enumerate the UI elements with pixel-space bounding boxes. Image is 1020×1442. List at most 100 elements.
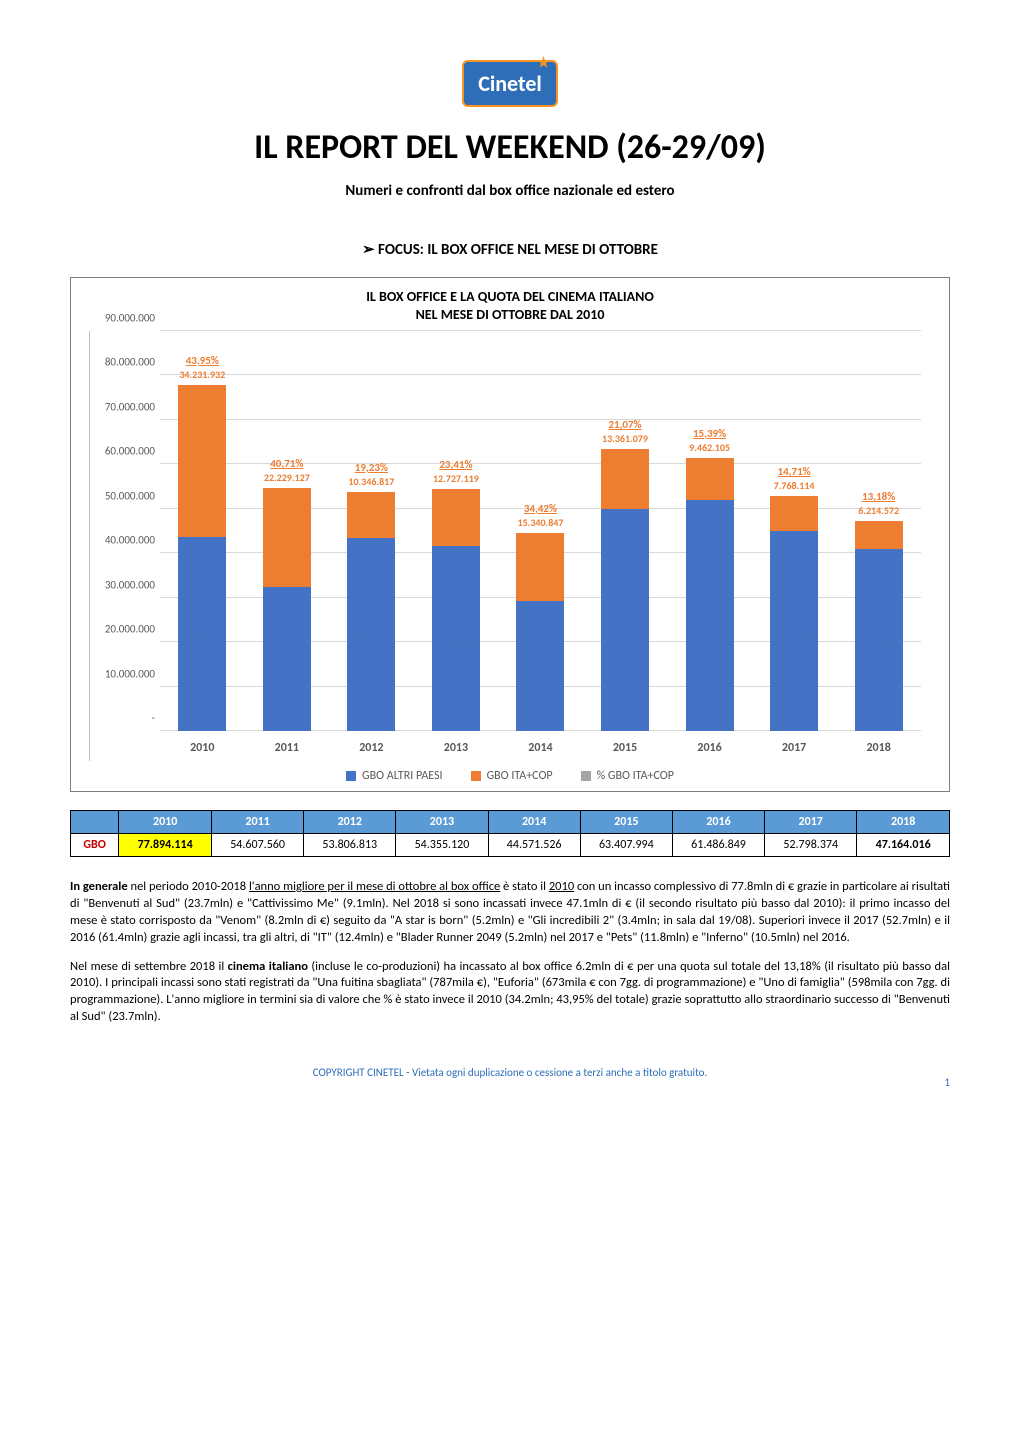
table-cell: 77.894.114: [119, 834, 212, 857]
altri-value-label: 43.459.997: [348, 631, 394, 644]
altri-value-label: 41.628.001: [433, 635, 479, 648]
x-tick-label: 2012: [347, 741, 395, 761]
paragraph-1: In generale nel periodo 2010-2018 l'anno…: [70, 879, 950, 947]
table-header-cell: 2012: [304, 811, 396, 834]
y-tick-label: 40.000.000: [90, 534, 155, 547]
pct-label: 19,23%: [355, 461, 388, 474]
altri-value-label: 43.662.182: [179, 631, 225, 644]
logo-star-icon: ★: [537, 54, 550, 71]
table-cell: 47.164.016: [857, 834, 950, 857]
logo-container: Cinetel ★: [70, 60, 950, 107]
bar-col: 14,71%7.768.114 45.030.260: [770, 331, 818, 731]
table-header-cell: 2016: [672, 811, 764, 834]
y-tick-label: 10.000.000: [90, 667, 155, 680]
legend-item-pct: % GBO ITA+COP: [581, 769, 674, 783]
bar-seg-ita: [601, 449, 649, 508]
chart-bars: 43,95%34.231.93243.662.182 40,71%22.229.1…: [160, 331, 921, 731]
y-tick-label: -: [90, 712, 155, 725]
pct-label: 14,71%: [778, 465, 811, 478]
bar-seg-ita: [770, 496, 818, 531]
table-cell: 54.607.560: [211, 834, 303, 857]
bar-seg-ita: [686, 458, 734, 500]
x-tick-label: 2015: [601, 741, 649, 761]
bar-col: 21,07%13.361.07950.046.915: [601, 331, 649, 731]
legend-swatch-altri: [346, 771, 356, 781]
pct-label: 23,41%: [439, 458, 472, 471]
x-tick-label: 2010: [178, 741, 226, 761]
altri-value-label: 29.230.679: [518, 660, 564, 673]
table-header-cell: 2014: [488, 811, 580, 834]
ita-value-label: 6.214.572: [858, 504, 899, 517]
table-header-cell: 2010: [119, 811, 212, 834]
x-tick-label: 2013: [432, 741, 480, 761]
ita-value-label: 9.462.105: [689, 441, 730, 454]
table-cell: 52.798.374: [765, 834, 857, 857]
chart-plot: 43,95%34.231.93243.662.182 40,71%22.229.1…: [89, 331, 931, 761]
table-row-header: GBO: [71, 834, 119, 857]
ita-value-label: 15.340.847: [518, 516, 564, 529]
footer-copyright: COPYRIGHT CINETEL - Vietata ogni duplica…: [70, 1066, 950, 1079]
ita-value-label: 12.727.119: [433, 472, 479, 485]
x-tick-label: 2011: [263, 741, 311, 761]
gbo-table-head: 201020112012201320142015201620172018: [71, 811, 950, 834]
chart-container: IL BOX OFFICE E LA QUOTA DEL CINEMA ITAL…: [70, 277, 950, 792]
table-cell: 54.355.120: [396, 834, 488, 857]
bar-seg-ita: [516, 533, 564, 601]
bar-col: 43,95%34.231.93243.662.182: [178, 331, 226, 731]
bar-col: 23,41%12.727.119 41.628.001: [432, 331, 480, 731]
altri-value-label: 45.030.260: [771, 628, 817, 641]
bar-col: 34,42%15.340.847 29.230.679: [516, 331, 564, 731]
pct-label: 13,18%: [862, 490, 895, 503]
table-header-cell: 2015: [580, 811, 672, 834]
table-header-cell: 2018: [857, 811, 950, 834]
x-tick-label: 2018: [855, 741, 903, 761]
x-tick-label: 2017: [770, 741, 818, 761]
pct-label: 43,95%: [186, 354, 219, 367]
bar-col: 13,18%6.214.57240.949.444: [855, 331, 903, 731]
bar-col: 40,71%22.229.127 32.378.433: [263, 331, 311, 731]
pct-label: 15,39%: [693, 427, 726, 440]
table-header-cell: 2017: [765, 811, 857, 834]
bar-col: 15,39%9.462.105 52.024.744: [686, 331, 734, 731]
chart-xlabels: 201020112012201320142015201620172018: [160, 735, 921, 761]
bar-seg-ita: [178, 385, 226, 537]
y-tick-label: 70.000.000: [90, 400, 155, 413]
legend-label-altri: GBO ALTRI PAESI: [362, 769, 443, 783]
altri-value-label: 52.024.744: [687, 614, 733, 627]
table-cell: 63.407.994: [580, 834, 672, 857]
pct-label: 21,07%: [608, 418, 641, 431]
y-tick-label: 60.000.000: [90, 445, 155, 458]
page-title: IL REPORT DEL WEEKEND (26-29/09): [70, 127, 950, 168]
ita-value-label: 10.346.817: [348, 475, 394, 488]
chart-title: IL BOX OFFICE E LA QUOTA DEL CINEMA ITAL…: [89, 288, 931, 323]
table-header-cell: 2013: [396, 811, 488, 834]
legend-label-ita: GBO ITA+COP: [487, 769, 553, 783]
ita-value-label: 13.361.079: [602, 432, 648, 445]
altri-value-label: 32.378.433: [264, 653, 310, 666]
ita-value-label: 7.768.114: [774, 479, 815, 492]
y-tick-label: 50.000.000: [90, 489, 155, 502]
pct-label: 34,42%: [524, 502, 557, 515]
logo: Cinetel ★: [462, 60, 558, 107]
table-header-cell: [71, 811, 119, 834]
legend-swatch-ita: [471, 771, 481, 781]
table-header-cell: 2011: [211, 811, 303, 834]
ita-value-label: 22.229.127: [264, 471, 310, 484]
pct-label: 40,71%: [270, 457, 303, 470]
legend-label-pct: % GBO ITA+COP: [597, 769, 674, 783]
y-tick-label: 80.000.000: [90, 356, 155, 369]
table-cell: 61.486.849: [672, 834, 764, 857]
legend-swatch-pct: [581, 771, 591, 781]
bar-seg-ita: [432, 489, 480, 546]
y-tick-label: 90.000.000: [90, 312, 155, 325]
paragraph-2: Nel mese di settembre 2018 il cinema ita…: [70, 959, 950, 1027]
legend-item-ita: GBO ITA+COP: [471, 769, 553, 783]
gbo-table: 201020112012201320142015201620172018 GBO…: [70, 810, 950, 857]
bar-col: 19,23%10.346.817 43.459.997: [347, 331, 395, 731]
chart-title-line2: NEL MESE DI OTTOBRE DAL 2010: [416, 306, 605, 323]
logo-text: Cinetel: [478, 70, 542, 97]
gbo-table-row: GBO77.894.11454.607.56053.806.81354.355.…: [71, 834, 950, 857]
table-cell: 44.571.526: [488, 834, 580, 857]
legend-item-altri: GBO ALTRI PAESI: [346, 769, 443, 783]
bar-seg-ita: [855, 521, 903, 549]
